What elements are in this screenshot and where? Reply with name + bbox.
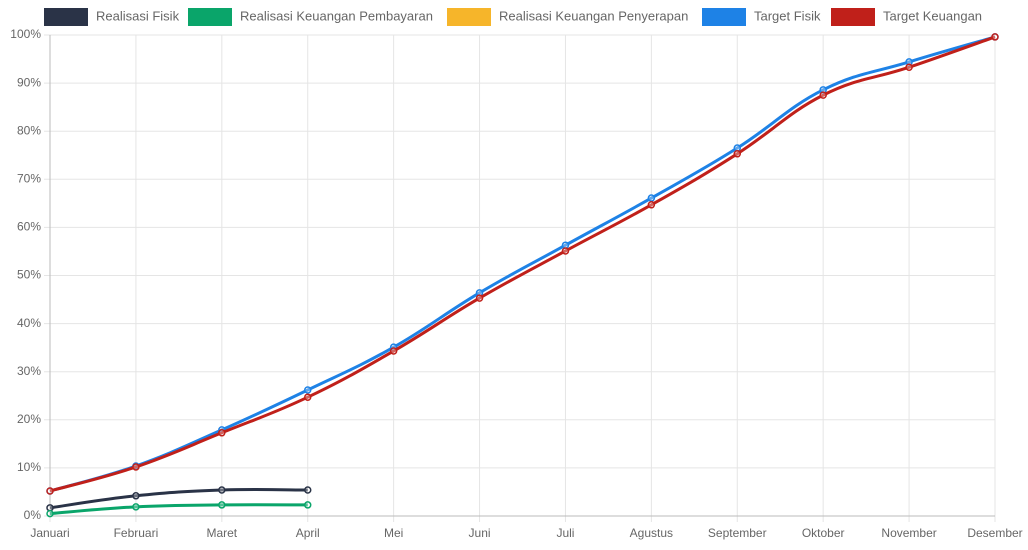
line bbox=[49, 503, 308, 516]
point bbox=[132, 492, 140, 500]
y-tick-label: 50% bbox=[17, 268, 41, 282]
legend-label: Realisasi Keuangan Penyerapan bbox=[499, 8, 688, 23]
line bbox=[49, 35, 996, 493]
y-tick-label: 0% bbox=[24, 508, 42, 522]
x-tick-label: November bbox=[881, 526, 936, 540]
point bbox=[303, 393, 312, 401]
y-tick-label: 70% bbox=[17, 171, 41, 185]
x-tick-label: Februari bbox=[114, 526, 159, 540]
x-tick-label: September bbox=[708, 526, 767, 540]
y-tick-label: 40% bbox=[17, 316, 41, 330]
point bbox=[132, 503, 140, 511]
point bbox=[218, 501, 226, 509]
point bbox=[132, 463, 140, 471]
point bbox=[303, 386, 312, 394]
x-tick-label: April bbox=[296, 526, 320, 540]
point bbox=[303, 501, 312, 509]
legend-swatch bbox=[188, 8, 232, 26]
point bbox=[647, 201, 656, 209]
point bbox=[46, 487, 54, 495]
point bbox=[905, 63, 913, 71]
x-tick-label: Januari bbox=[30, 526, 69, 540]
line bbox=[49, 35, 996, 493]
point bbox=[819, 91, 827, 99]
legend-swatch bbox=[831, 8, 875, 26]
x-tick-label: Desember bbox=[967, 526, 1022, 540]
line bbox=[49, 488, 308, 510]
y-tick-label: 10% bbox=[17, 460, 41, 474]
y-tick-label: 80% bbox=[17, 123, 41, 137]
legend-swatch bbox=[702, 8, 746, 26]
point bbox=[46, 509, 54, 518]
point bbox=[991, 33, 999, 41]
y-tick-label: 20% bbox=[17, 412, 41, 426]
y-tick-label: 90% bbox=[17, 75, 41, 89]
legend-label: Realisasi Fisik bbox=[96, 8, 180, 23]
point bbox=[733, 150, 742, 158]
legend-swatch bbox=[447, 8, 491, 26]
x-tick-label: Oktober bbox=[802, 526, 845, 540]
x-tick-label: Juni bbox=[469, 526, 491, 540]
point bbox=[475, 294, 484, 302]
x-tick-label: Agustus bbox=[630, 526, 673, 540]
point bbox=[561, 247, 570, 255]
y-tick-label: 60% bbox=[17, 220, 41, 234]
x-tick-label: Maret bbox=[206, 526, 237, 540]
point bbox=[218, 486, 226, 494]
y-tick-label: 30% bbox=[17, 364, 41, 378]
legend-swatch bbox=[44, 8, 88, 26]
legend-label: Target Fisik bbox=[754, 8, 821, 23]
point bbox=[647, 194, 656, 202]
y-tick-label: 100% bbox=[10, 27, 41, 41]
x-tick-label: Juli bbox=[556, 526, 574, 540]
point bbox=[303, 486, 312, 494]
legend-label: Realisasi Keuangan Pembayaran bbox=[240, 8, 433, 23]
point bbox=[218, 429, 226, 437]
legend-label: Target Keuangan bbox=[883, 8, 982, 23]
point bbox=[389, 347, 398, 355]
x-tick-label: Mei bbox=[384, 526, 403, 540]
